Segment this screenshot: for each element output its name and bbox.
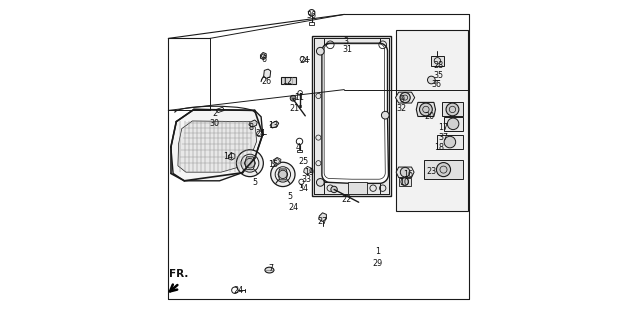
Text: 5: 5 bbox=[287, 192, 292, 201]
Text: 35: 35 bbox=[433, 71, 444, 80]
Text: 36: 36 bbox=[432, 80, 442, 89]
Text: 10: 10 bbox=[399, 178, 410, 187]
Polygon shape bbox=[273, 157, 281, 165]
Polygon shape bbox=[396, 92, 415, 103]
Text: 16: 16 bbox=[403, 170, 413, 179]
Polygon shape bbox=[171, 109, 262, 181]
Text: 24: 24 bbox=[233, 286, 244, 295]
Text: 7: 7 bbox=[268, 264, 273, 273]
Text: 2: 2 bbox=[212, 109, 217, 118]
Polygon shape bbox=[416, 102, 435, 116]
Circle shape bbox=[279, 170, 287, 179]
Text: 22: 22 bbox=[341, 196, 351, 204]
Text: 14: 14 bbox=[223, 152, 233, 161]
Circle shape bbox=[331, 186, 337, 193]
Polygon shape bbox=[270, 121, 279, 128]
Polygon shape bbox=[178, 121, 257, 172]
Circle shape bbox=[290, 95, 296, 101]
Polygon shape bbox=[278, 169, 288, 180]
Text: 6: 6 bbox=[261, 55, 266, 64]
Circle shape bbox=[437, 163, 451, 177]
Text: 34: 34 bbox=[298, 184, 309, 193]
Polygon shape bbox=[261, 52, 266, 60]
Circle shape bbox=[237, 150, 263, 177]
Circle shape bbox=[420, 103, 432, 116]
Polygon shape bbox=[348, 182, 367, 194]
Circle shape bbox=[427, 76, 435, 84]
Circle shape bbox=[245, 158, 255, 168]
Polygon shape bbox=[319, 213, 326, 221]
Text: 28: 28 bbox=[433, 61, 444, 70]
Polygon shape bbox=[314, 38, 389, 51]
Text: 12: 12 bbox=[283, 77, 293, 86]
Text: 27: 27 bbox=[318, 217, 328, 226]
Polygon shape bbox=[399, 178, 411, 186]
Circle shape bbox=[447, 118, 459, 130]
Circle shape bbox=[444, 136, 456, 148]
Text: 17: 17 bbox=[439, 124, 449, 132]
Polygon shape bbox=[244, 157, 256, 170]
Circle shape bbox=[271, 162, 295, 187]
Text: 29: 29 bbox=[373, 259, 383, 268]
Text: 25: 25 bbox=[298, 157, 309, 166]
Polygon shape bbox=[396, 167, 414, 178]
Polygon shape bbox=[442, 102, 463, 116]
Text: 1: 1 bbox=[375, 247, 380, 256]
Text: 37: 37 bbox=[439, 133, 449, 142]
Circle shape bbox=[317, 179, 324, 186]
Polygon shape bbox=[396, 30, 468, 211]
Text: 24: 24 bbox=[299, 56, 309, 65]
Text: 8: 8 bbox=[248, 124, 253, 132]
Polygon shape bbox=[437, 135, 463, 149]
Polygon shape bbox=[249, 120, 257, 127]
Polygon shape bbox=[379, 38, 389, 194]
Text: 5: 5 bbox=[252, 178, 257, 187]
Polygon shape bbox=[432, 56, 444, 66]
Text: 24: 24 bbox=[288, 204, 298, 212]
Text: 18: 18 bbox=[433, 143, 444, 152]
Text: 31: 31 bbox=[343, 45, 353, 54]
Polygon shape bbox=[322, 43, 389, 183]
Text: 9: 9 bbox=[399, 95, 404, 104]
Text: FR.: FR. bbox=[169, 269, 188, 279]
Text: 11: 11 bbox=[295, 93, 305, 102]
Ellipse shape bbox=[265, 267, 274, 273]
Text: 20: 20 bbox=[424, 112, 434, 121]
Polygon shape bbox=[314, 38, 324, 194]
Text: 26: 26 bbox=[262, 77, 272, 86]
Polygon shape bbox=[228, 153, 235, 160]
Circle shape bbox=[401, 178, 409, 186]
Polygon shape bbox=[312, 36, 391, 196]
Text: 24: 24 bbox=[256, 129, 266, 138]
Polygon shape bbox=[444, 117, 463, 131]
Text: 3: 3 bbox=[343, 37, 348, 46]
Text: 13: 13 bbox=[268, 121, 278, 130]
Polygon shape bbox=[314, 182, 389, 194]
Circle shape bbox=[446, 103, 459, 116]
Polygon shape bbox=[304, 166, 312, 174]
Text: 30: 30 bbox=[209, 119, 220, 128]
Text: 4: 4 bbox=[295, 143, 300, 152]
Circle shape bbox=[381, 111, 389, 119]
Text: 32: 32 bbox=[397, 104, 407, 113]
Circle shape bbox=[317, 47, 324, 55]
Text: 19: 19 bbox=[304, 168, 314, 177]
Circle shape bbox=[400, 92, 410, 103]
Text: 36: 36 bbox=[307, 12, 317, 20]
Text: 33: 33 bbox=[302, 175, 312, 184]
Text: 23: 23 bbox=[427, 167, 437, 176]
Polygon shape bbox=[264, 69, 271, 78]
Circle shape bbox=[400, 167, 410, 177]
Polygon shape bbox=[424, 160, 463, 179]
Text: 15: 15 bbox=[268, 160, 278, 169]
Text: 21: 21 bbox=[289, 104, 299, 113]
Polygon shape bbox=[281, 77, 297, 84]
